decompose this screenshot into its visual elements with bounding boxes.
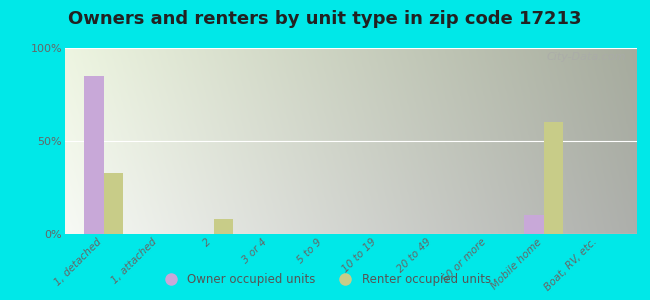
Text: Owners and renters by unit type in zip code 17213: Owners and renters by unit type in zip c… [68, 11, 582, 28]
Bar [84, 76, 103, 234]
Legend: Owner occupied units, Renter occupied units: Owner occupied units, Renter occupied un… [154, 269, 496, 291]
Bar [103, 172, 123, 234]
Bar [543, 122, 563, 234]
Bar [525, 215, 543, 234]
Bar [213, 219, 233, 234]
Text: City-Data.com: City-Data.com [546, 52, 625, 62]
